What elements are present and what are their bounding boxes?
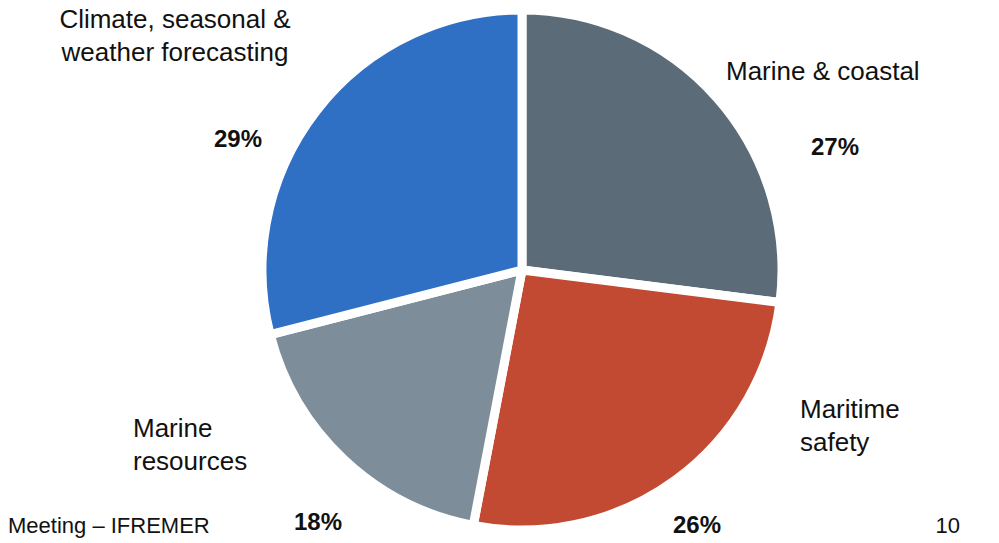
category-label: Marineresources [133, 413, 247, 476]
data-label: 18% [294, 508, 342, 535]
category-label: Climate, seasonal &weather forecasting [59, 4, 290, 67]
category-label: Maritimesafety [800, 394, 900, 457]
chart: Marine & coastal Maritimesafety Marinereso… [0, 0, 999, 543]
data-label: 27% [811, 133, 859, 160]
category-label: Marine & coastal [726, 56, 920, 86]
labels: Marine & coastal Maritimesafety Marinereso… [59, 4, 919, 538]
data-label: 26% [673, 511, 721, 538]
footer-text: Meeting – IFREMER [8, 513, 210, 538]
pie-slice [522, 10, 782, 303]
pie-slice [473, 270, 780, 530]
page-number: 10 [936, 513, 960, 538]
pie [262, 10, 782, 530]
pie-slice [262, 10, 522, 335]
data-label: 29% [214, 125, 262, 152]
